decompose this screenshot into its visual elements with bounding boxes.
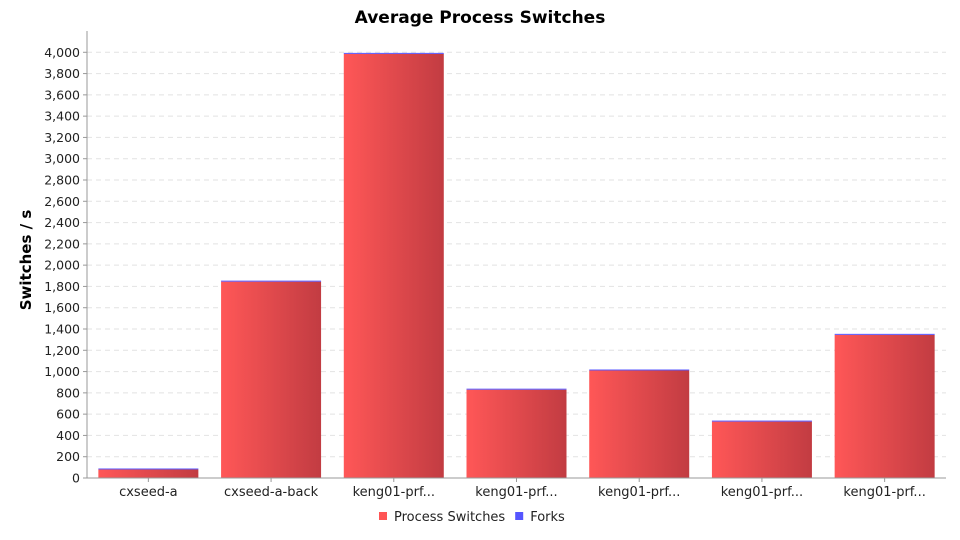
legend-label: Process Switches [394,510,505,525]
bar-forks [834,333,935,335]
bar-forks [711,420,812,422]
x-tick-label: keng01-prf... [475,485,557,500]
legend: Process Switches Forks [379,510,565,525]
y-tick-label: 3,400 [44,109,80,124]
chart-title: Average Process Switches [355,8,606,28]
y-tick-label: 800 [56,385,80,400]
y-axis-label: Switches / s [17,210,35,311]
x-tick-label: cxseed-a [119,485,178,500]
x-tick-label: keng01-prf... [721,485,803,500]
bar-process-switches [711,421,812,478]
y-tick-label: 4,000 [44,45,80,60]
y-tick-label: 0 [72,471,80,486]
x-tick-label: keng01-prf... [843,485,925,500]
y-tick-label: 1,800 [44,279,80,294]
legend-swatch [379,512,387,520]
y-tick-label: 2,400 [44,215,80,230]
y-tick-label: 400 [56,428,80,443]
bar-forks [589,369,690,371]
y-tick-label: 2,800 [44,173,80,188]
y-tick-label: 3,600 [44,87,80,102]
y-tick-label: 3,800 [44,66,80,81]
y-tick-label: 2,000 [44,258,80,273]
bar-forks [466,388,567,390]
grid-lines [87,51,946,458]
y-tick-label: 1,200 [44,343,80,358]
y-tick-label: 2,200 [44,236,80,251]
y-tick-label: 600 [56,407,80,422]
y-tick-label: 2,600 [44,194,80,209]
x-tick-label: keng01-prf... [598,485,680,500]
bar-process-switches [589,370,690,478]
y-tick-label: 3,000 [44,151,80,166]
legend-label: Forks [530,510,565,525]
y-tick-label: 1,000 [44,364,80,379]
x-tick-label: cxseed-a-back [224,485,319,500]
axes [83,31,946,482]
y-tick-label: 1,400 [44,322,80,337]
bar-forks [98,468,199,470]
y-tick-label: 200 [56,449,80,464]
legend-swatch [515,512,524,520]
x-tick-label: keng01-prf... [353,485,435,500]
bar-forks [221,280,322,282]
bars [98,52,935,478]
bar-process-switches [221,281,322,478]
bar-process-switches [98,469,199,478]
bar-process-switches [834,334,935,478]
bar-process-switches [466,389,567,478]
bar-process-switches [343,53,444,478]
y-tick-label: 3,200 [44,130,80,145]
y-tick-label: 1,600 [44,300,80,315]
y-tick-labels: 0 200 400 600 800 1,000 1,200 1,400 1,600 1,800 2,… [44,45,80,486]
bar-forks [343,52,444,54]
x-tick-labels: cxseed-a cxseed-a-back keng01-prf... keng01… [119,485,926,500]
